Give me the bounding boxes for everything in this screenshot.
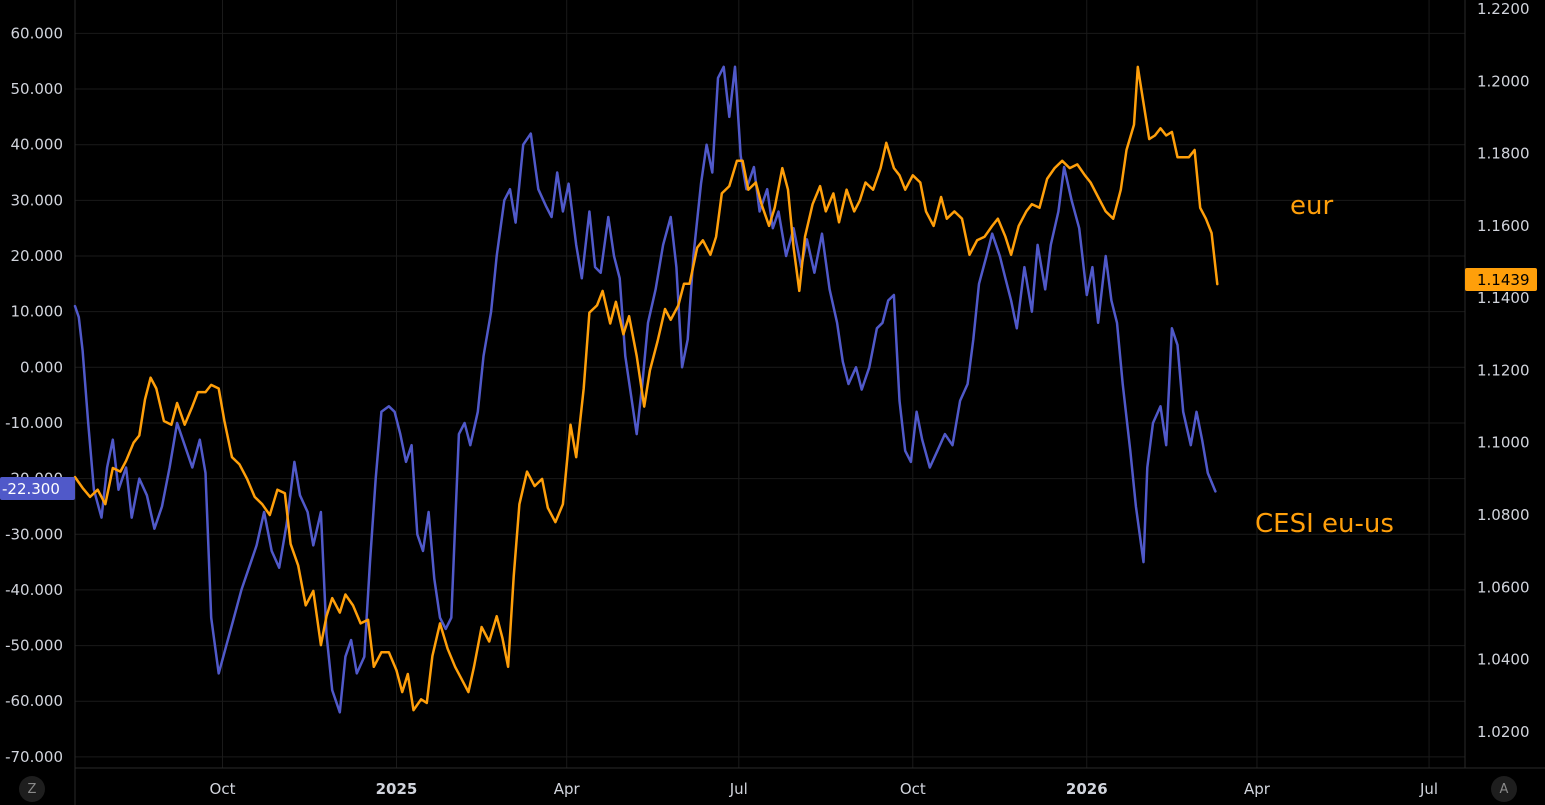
left-tick-label: -10.000 [5, 414, 63, 432]
right-tick-label: 1.2200 [1477, 0, 1530, 18]
right-tick-label: 1.0200 [1477, 723, 1530, 741]
series-layer [73, 65, 1219, 714]
right-tick-label: 1.0600 [1477, 578, 1530, 596]
right-axis-ticks: 1.2200 1.2000 1.1800 1.1600 1.1400 1.1200 1.10… [1477, 0, 1530, 741]
left-tick-label: 10.000 [11, 303, 64, 321]
right-tick-label: 1.0400 [1477, 651, 1530, 669]
left-tick-label: -40.000 [5, 581, 63, 599]
left-axis-ticks: 60.000 50.000 40.000 30.000 20.000 10.000 0.00… [5, 24, 63, 765]
gridlines [75, 0, 1465, 768]
right-value-badge-text: 1.1439 [1477, 271, 1530, 289]
right-tick-label: 1.1000 [1477, 434, 1530, 452]
left-tick-label: -60.000 [5, 692, 63, 710]
right-tick-label: 1.1200 [1477, 361, 1530, 379]
right-tick-label: 1.1800 [1477, 145, 1530, 163]
annotation-cesi: CESI eu-us [1255, 509, 1394, 539]
x-tick-label: 2026 [1066, 780, 1108, 798]
left-tick-label: 40.000 [11, 136, 64, 154]
x-tick-label: Oct [900, 780, 926, 798]
series-line-eur [73, 65, 1219, 712]
left-tick-label: 30.000 [11, 191, 64, 209]
x-tick-label: Jul [1419, 780, 1438, 798]
left-axis-auto-button[interactable]: Z [19, 776, 45, 802]
x-axis-ticks: Oct 2025 Apr Jul Oct 2026 Apr Jul [210, 780, 1439, 798]
left-value-badge-text: -22.300 [2, 480, 60, 498]
x-tick-label: Apr [1244, 780, 1271, 798]
right-tick-label: 1.1400 [1477, 289, 1530, 307]
left-tick-label: 50.000 [11, 80, 64, 98]
right-axis-auto-button[interactable]: A [1491, 776, 1517, 802]
left-value-badge: -22.300 [0, 477, 75, 500]
left-tick-label: -70.000 [5, 748, 63, 766]
x-tick-label: Apr [554, 780, 581, 798]
right-tick-label: 1.2000 [1477, 72, 1530, 90]
x-tick-label: Jul [729, 780, 748, 798]
left-tick-label: 60.000 [11, 24, 64, 42]
right-tick-label: 1.0800 [1477, 506, 1530, 524]
left-tick-label: 0.000 [20, 358, 63, 376]
right-tick-label: 1.1600 [1477, 217, 1530, 235]
left-tick-label: -50.000 [5, 637, 63, 655]
x-tick-label: Oct [210, 780, 236, 798]
annotation-eur: eur [1290, 191, 1333, 221]
left-tick-label: -30.000 [5, 525, 63, 543]
left-tick-label: 20.000 [11, 247, 64, 265]
x-tick-label: 2025 [376, 780, 418, 798]
series-line-cesi [73, 65, 1217, 714]
right-value-badge: 1.1439 [1465, 268, 1537, 291]
